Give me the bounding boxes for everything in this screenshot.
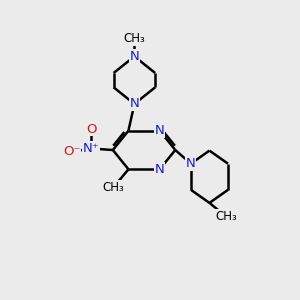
Text: O⁻: O⁻ — [63, 145, 80, 158]
Text: N: N — [130, 98, 139, 110]
Text: CH₃: CH₃ — [124, 32, 145, 45]
Text: N: N — [130, 50, 139, 63]
Text: CH₃: CH₃ — [215, 210, 237, 223]
Text: N: N — [155, 163, 164, 176]
Text: O: O — [86, 123, 97, 136]
Text: N⁺: N⁺ — [83, 142, 100, 155]
Text: N: N — [186, 157, 196, 170]
Text: N: N — [155, 124, 164, 137]
Text: CH₃: CH₃ — [103, 181, 124, 194]
